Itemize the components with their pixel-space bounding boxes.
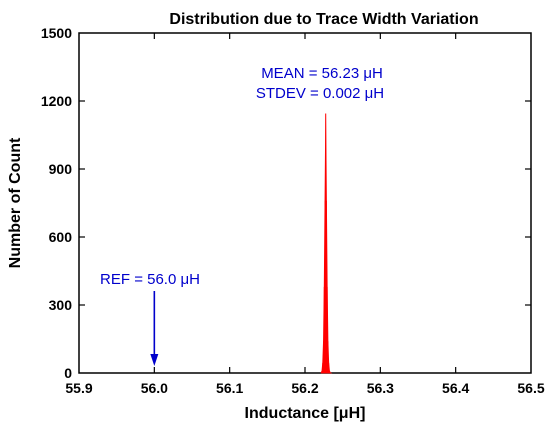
plot-frame: [78, 32, 532, 374]
mean-annotation: MEAN = 56.23 μH: [261, 65, 383, 82]
x-tick-label: 56.4: [442, 380, 469, 396]
y-axis-label: Number of Count: [7, 137, 24, 268]
x-axis-label: Inductance [μH]: [245, 405, 366, 422]
x-tick-label: 56.5: [517, 380, 544, 396]
axis-ticks: 55.9 56.0 56.1 56.2 56.3 56.4 56.5 0 300 600 900 12…: [41, 25, 545, 396]
ref-arrow-head: [150, 354, 159, 366]
ref-annotation: REF = 56.0 μH: [100, 271, 200, 288]
x-tick-label: 56.0: [141, 380, 168, 396]
stdev-annotation: STDEV = 0.002 μH: [256, 85, 384, 102]
y-tick-label: 600: [49, 229, 73, 245]
y-tick-label: 300: [49, 297, 73, 313]
x-tick-label: 55.9: [65, 380, 92, 396]
x-tick-label: 56.3: [367, 380, 394, 396]
x-tick-label: 56.2: [291, 380, 318, 396]
y-tick-label: 0: [64, 365, 72, 381]
y-tick-label: 900: [49, 161, 73, 177]
y-tick-label: 1200: [41, 93, 72, 109]
chart-title: Distribution due to Trace Width Variatio…: [169, 11, 478, 28]
x-tick-label: 56.1: [216, 380, 243, 396]
ref-arrow: [150, 291, 159, 366]
series-layer: [320, 113, 333, 374]
y-tick-label: 1500: [41, 25, 72, 41]
